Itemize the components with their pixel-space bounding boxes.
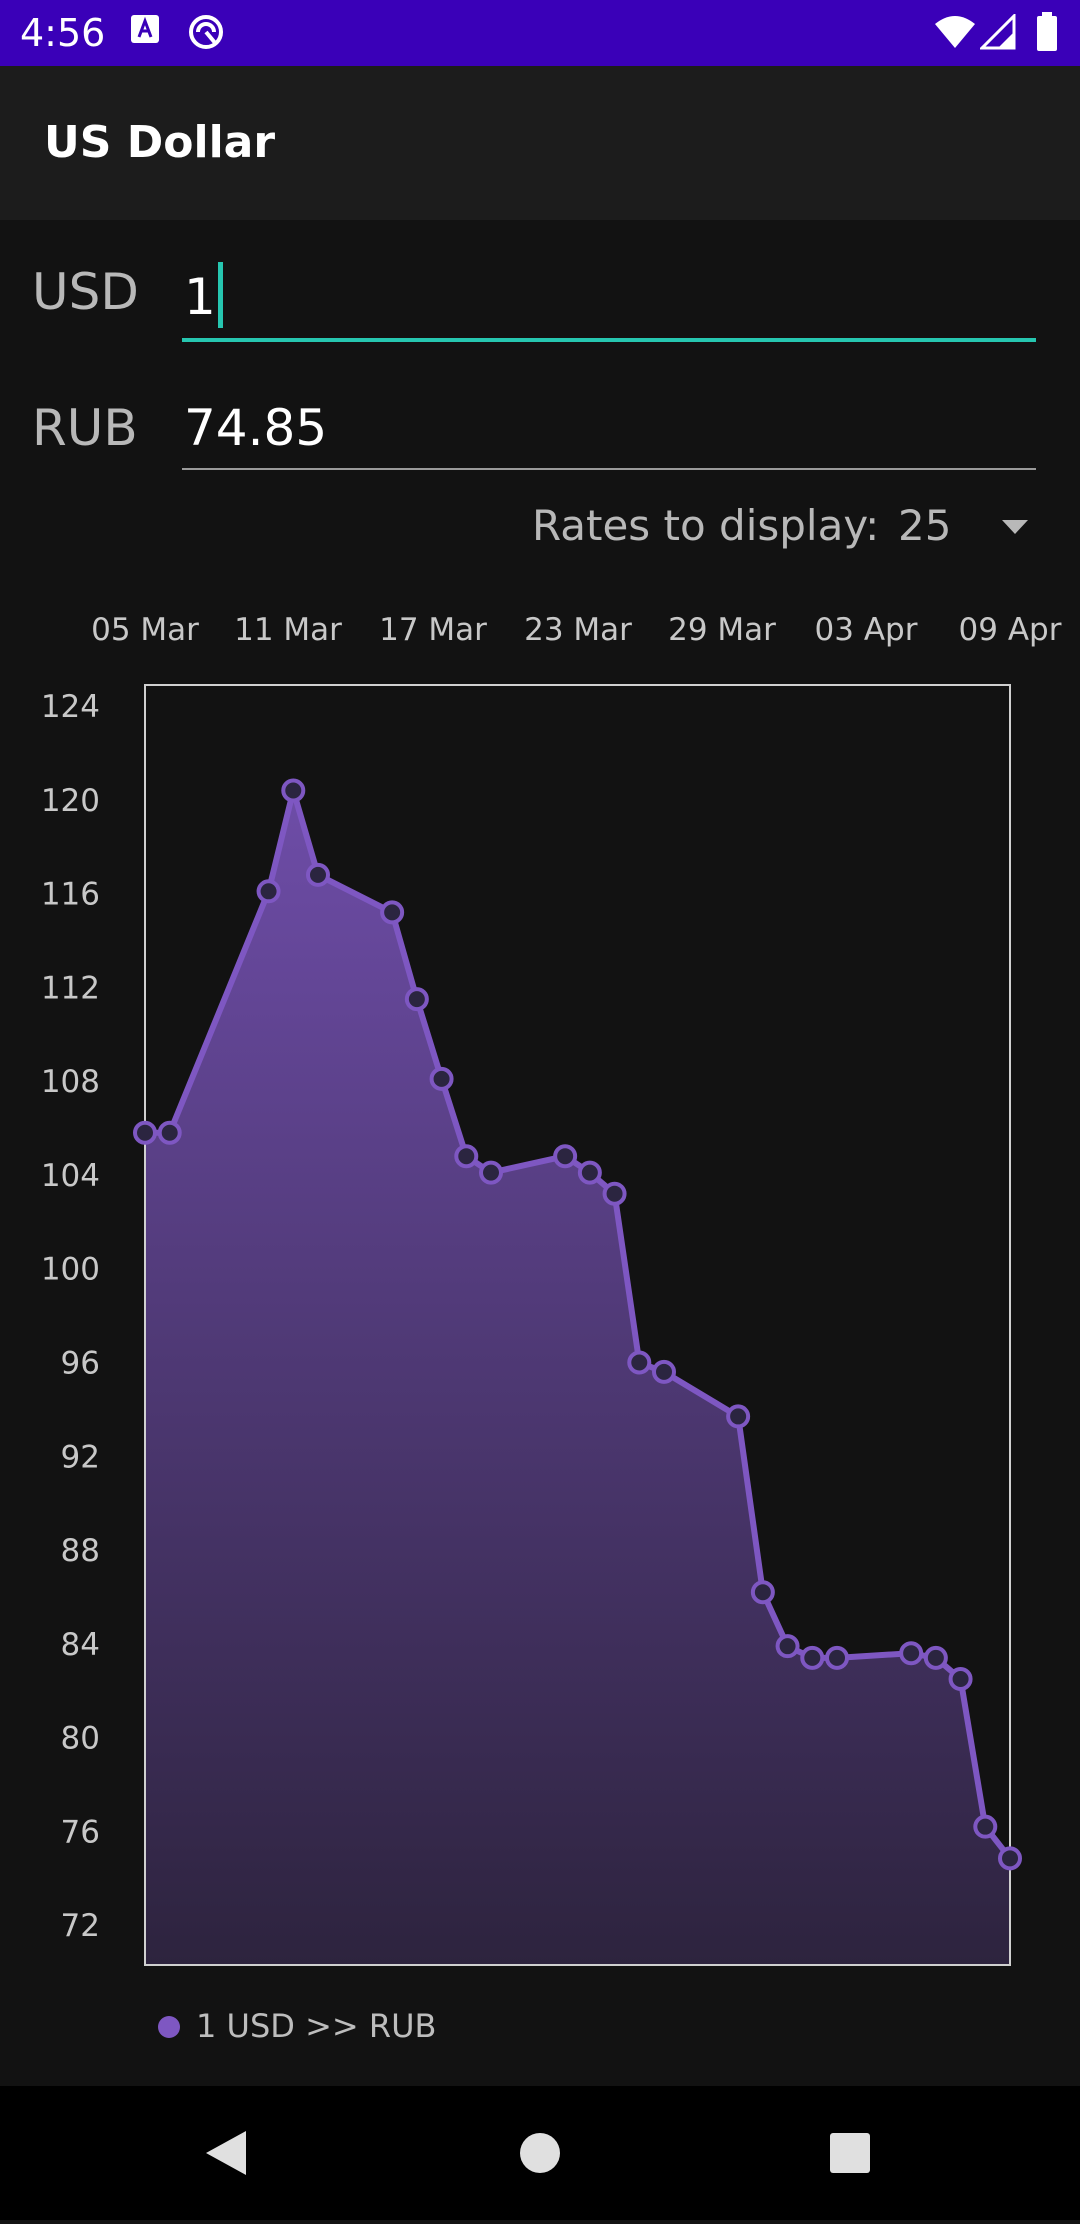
battery-icon: [1036, 12, 1058, 56]
data-point: [948, 1666, 973, 1691]
series-area: [145, 790, 1010, 1965]
wifi-icon: [934, 14, 976, 54]
data-point: [627, 1350, 652, 1375]
data-point: [577, 1160, 602, 1185]
status-bar: 4:56: [0, 0, 1080, 66]
text-cursor: [217, 262, 223, 328]
y-tick-label: 104: [41, 1158, 100, 1194]
plot-frame: [144, 684, 1011, 1966]
data-point: [306, 862, 330, 887]
x-tick-label: 05 Mar: [91, 612, 199, 648]
legend-dot-icon: [158, 2016, 180, 2038]
data-point: [281, 778, 306, 803]
legend-label: 1 USD >> RUB: [196, 2007, 437, 2045]
data-point: [133, 1120, 157, 1145]
y-tick-label: 100: [41, 1252, 100, 1288]
data-point: [380, 900, 405, 925]
data-point: [998, 1846, 1022, 1871]
to-currency-label: RUB: [32, 399, 138, 457]
data-point: [429, 1066, 454, 1091]
data-point: [602, 1181, 627, 1206]
data-point: [825, 1645, 849, 1670]
y-tick-label: 124: [41, 689, 100, 725]
y-tick-label: 80: [61, 1721, 100, 1757]
data-point: [454, 1144, 479, 1169]
home-circle-icon: [520, 2133, 560, 2173]
rates-count-dropdown[interactable]: 25: [880, 492, 1040, 562]
x-tick-label: 17 Mar: [379, 612, 487, 648]
y-tick-label: 112: [41, 970, 100, 1006]
rates-to-display-label: Rates to display:: [532, 501, 880, 550]
navigation-bar: [0, 2086, 1080, 2220]
x-tick-label: 29 Mar: [668, 612, 776, 648]
x-tick-label: 23 Mar: [524, 612, 632, 648]
dropdown-arrow-icon: [1002, 520, 1028, 534]
app-bar: US Dollar: [0, 66, 1080, 220]
recents-button[interactable]: [790, 2086, 910, 2220]
back-triangle-icon: [206, 2131, 246, 2175]
usd-amount-input[interactable]: 1: [182, 246, 1036, 342]
page-title: US Dollar: [44, 117, 276, 168]
y-tick-label: 108: [41, 1064, 100, 1100]
rates-count-value: 25: [898, 501, 952, 550]
x-tick-label: 03 Apr: [815, 612, 918, 648]
from-currency-label: USD: [32, 263, 139, 321]
recents-square-icon: [830, 2133, 870, 2173]
y-tick-label: 120: [41, 783, 100, 819]
y-tick-label: 92: [61, 1439, 100, 1475]
data-point: [404, 987, 429, 1012]
y-tick-label: 76: [61, 1814, 100, 1850]
signal-icon: [978, 12, 1016, 54]
data-point: [750, 1580, 775, 1605]
data-point: [800, 1645, 825, 1670]
x-tick-label: 09 Apr: [959, 612, 1062, 648]
data-point: [923, 1645, 948, 1670]
back-button[interactable]: [166, 2086, 286, 2220]
data-point: [652, 1359, 676, 1384]
status-time: 4:56: [20, 11, 106, 55]
data-point: [553, 1144, 578, 1169]
x-tick-label: 11 Mar: [234, 612, 342, 648]
data-point: [479, 1160, 503, 1185]
y-tick-label: 116: [41, 877, 100, 913]
data-point: [256, 879, 281, 904]
sync-icon: [186, 12, 226, 56]
y-tick-label: 84: [61, 1627, 100, 1663]
notification-a-icon: [128, 12, 162, 50]
usd-amount-value: 1: [184, 268, 216, 326]
home-button[interactable]: [480, 2086, 600, 2220]
rub-amount-input[interactable]: 74.85: [182, 376, 1036, 470]
y-tick-label: 88: [61, 1533, 100, 1569]
y-tick-label: 72: [61, 1908, 100, 1944]
data-point: [775, 1634, 800, 1659]
y-tick-label: 96: [61, 1346, 100, 1382]
data-point: [157, 1120, 182, 1145]
data-point: [973, 1814, 998, 1839]
rate-chart: 05 Mar 11 Mar 17 Mar 23 Mar 29 Mar 03 Apr 09 A…: [41, 612, 1062, 1966]
rub-amount-value: 74.85: [184, 399, 328, 457]
data-point: [726, 1404, 751, 1429]
data-point: [899, 1641, 924, 1666]
